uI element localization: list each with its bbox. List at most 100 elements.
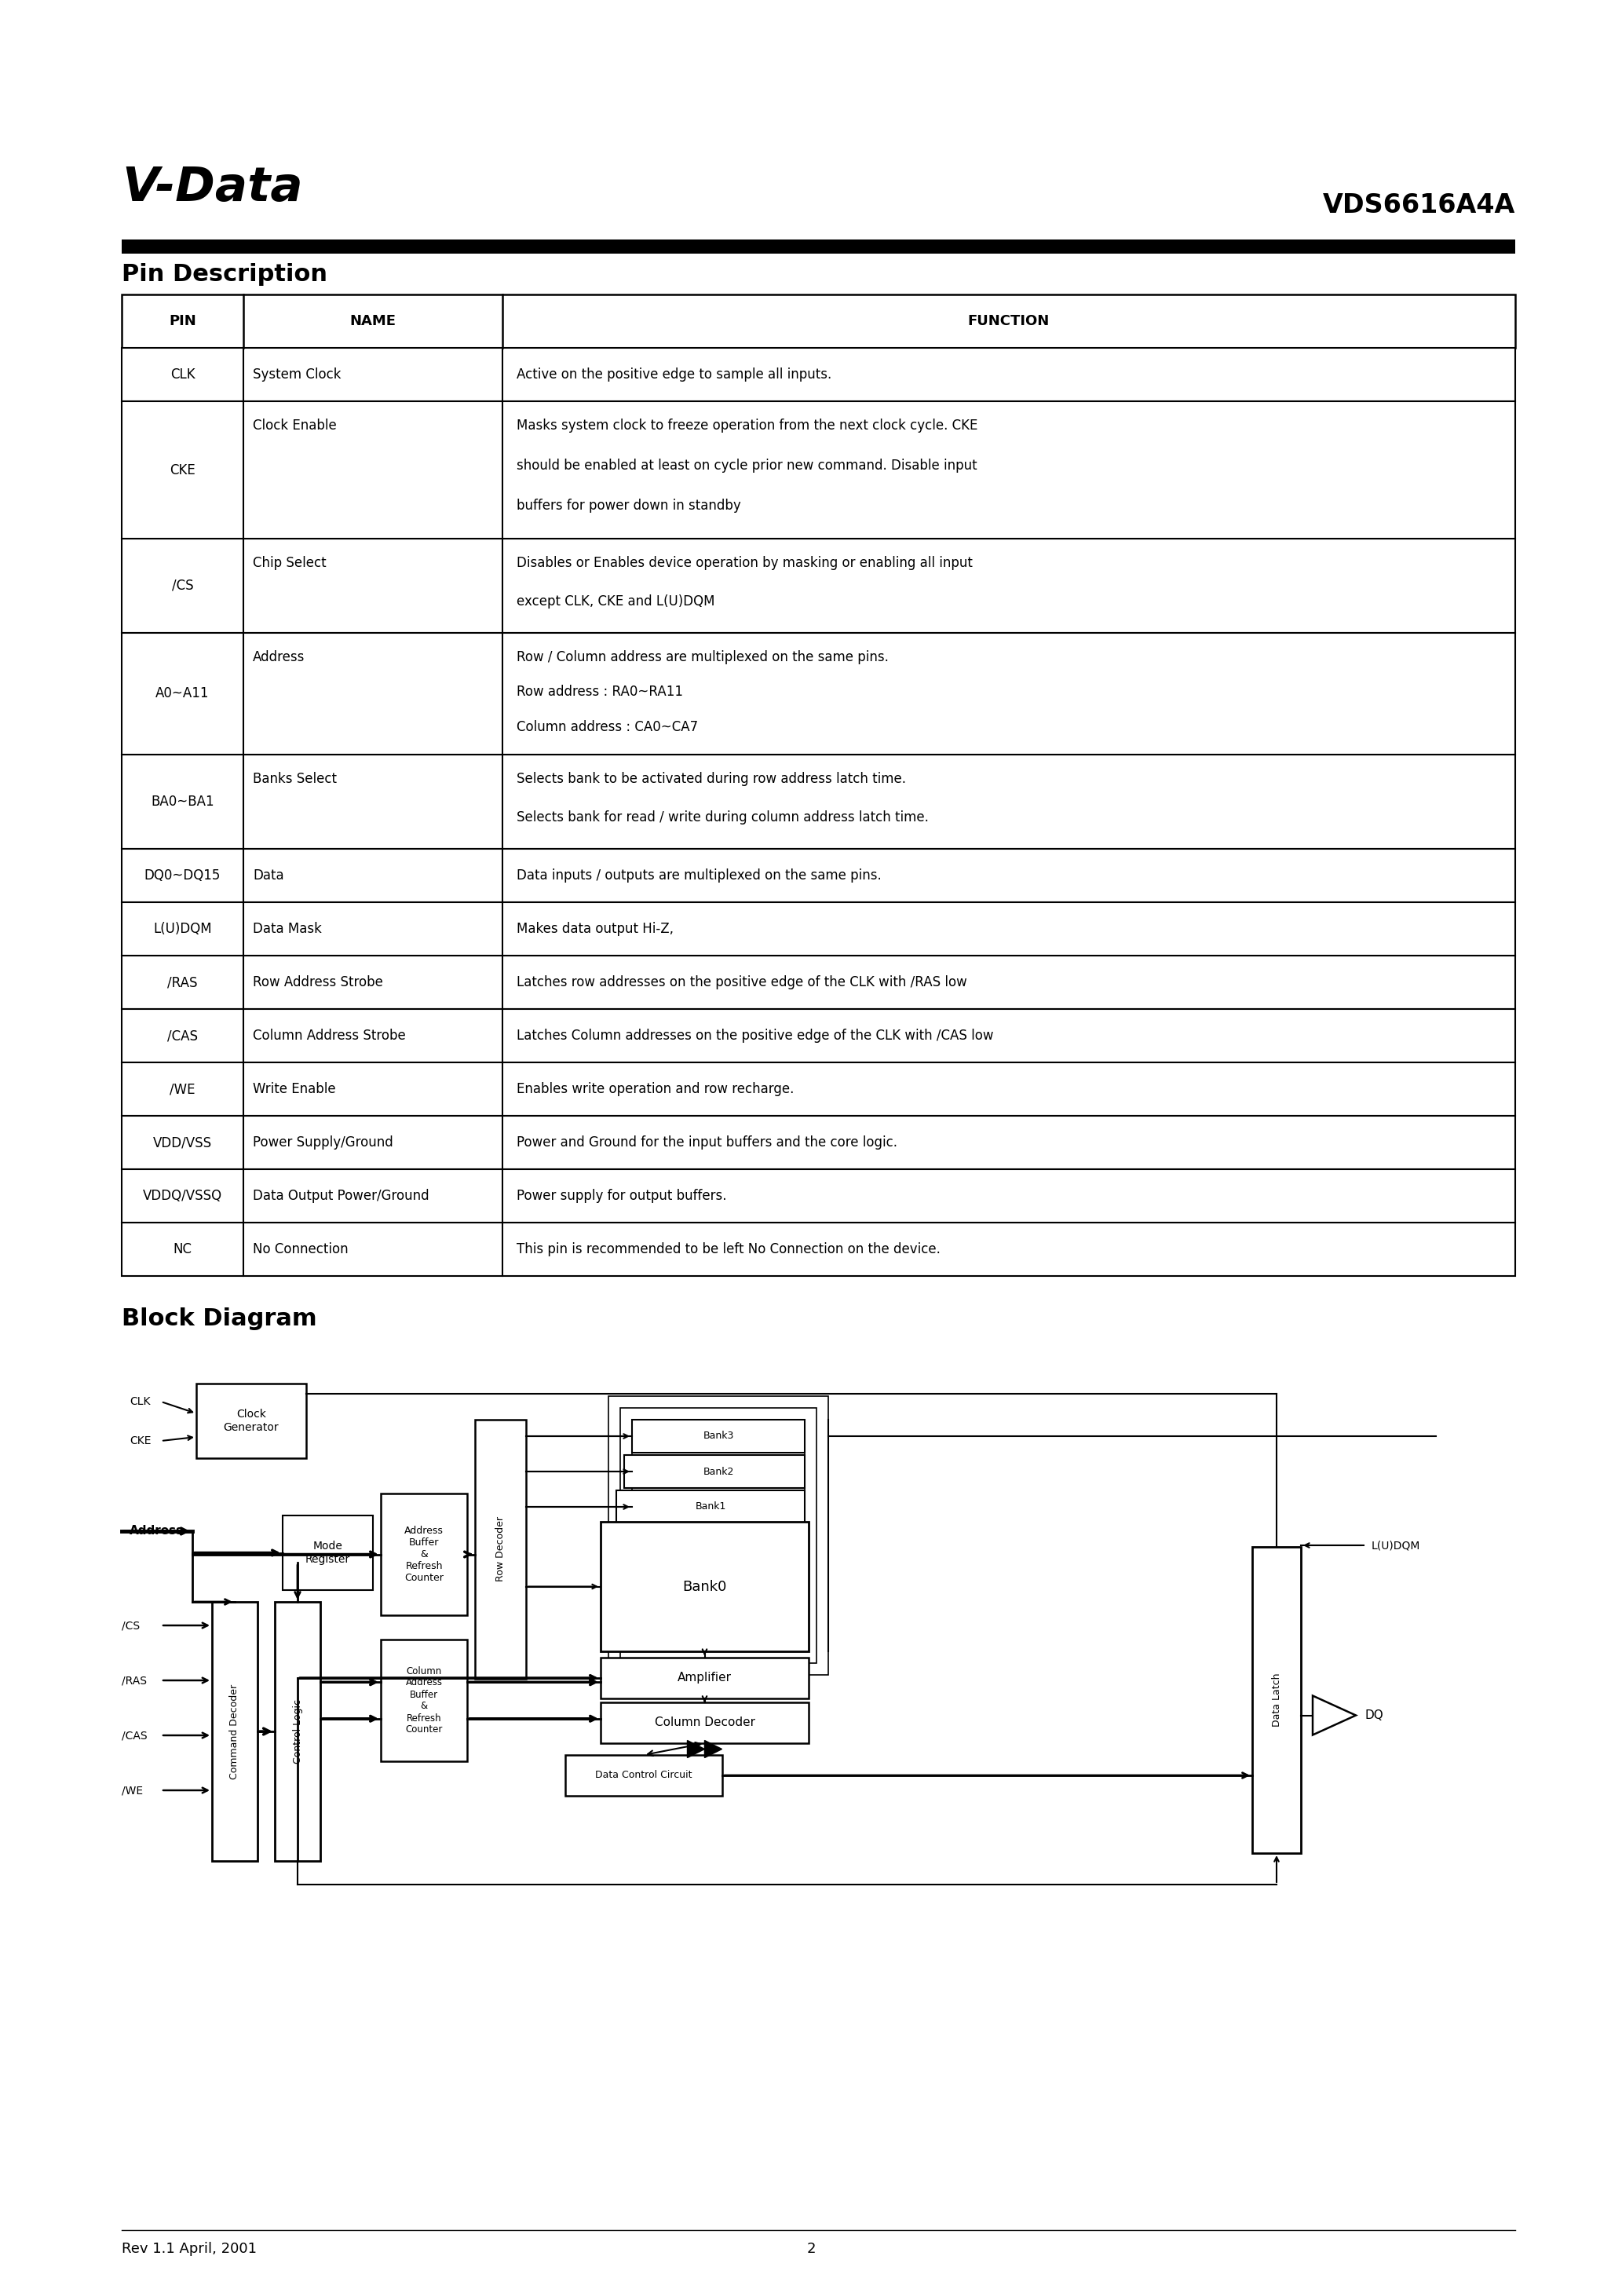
Text: Mode
Register: Mode Register	[305, 1541, 350, 1564]
Text: Banks Select: Banks Select	[253, 771, 337, 785]
Text: Pin Description: Pin Description	[122, 264, 328, 285]
Text: should be enabled at least on cycle prior new command. Disable input: should be enabled at least on cycle prio…	[516, 459, 976, 473]
Text: Row Decoder: Row Decoder	[495, 1518, 506, 1582]
Bar	[381, 1492, 467, 1614]
Bar	[274, 1603, 320, 1862]
Bar	[633, 1419, 805, 1453]
Text: /WE: /WE	[122, 1784, 143, 1795]
Text: PIN: PIN	[169, 315, 196, 328]
Text: Masks system clock to freeze operation from the next clock cycle. CKE: Masks system clock to freeze operation f…	[516, 418, 978, 432]
Bar	[475, 1419, 526, 1678]
Text: Selects bank to be activated during row address latch time.: Selects bank to be activated during row …	[516, 771, 907, 785]
Bar	[122, 634, 1515, 755]
Text: Bank2: Bank2	[702, 1467, 733, 1476]
Text: Power supply for output buffers.: Power supply for output buffers.	[516, 1189, 727, 1203]
Text: Disables or Enables device operation by masking or enabling all input: Disables or Enables device operation by …	[516, 556, 973, 569]
Text: VDD/VSS: VDD/VSS	[152, 1137, 212, 1150]
Text: Write Enable: Write Enable	[253, 1081, 336, 1095]
Text: Bank1: Bank1	[696, 1502, 727, 1513]
Text: No Connection: No Connection	[253, 1242, 349, 1256]
Text: Clock
Generator: Clock Generator	[224, 1410, 279, 1433]
Text: VDS6616A4A: VDS6616A4A	[1322, 193, 1515, 218]
Text: Row / Column address are multiplexed on the same pins.: Row / Column address are multiplexed on …	[516, 650, 889, 664]
Text: System Clock: System Clock	[253, 367, 341, 381]
Text: Power Supply/Ground: Power Supply/Ground	[253, 1137, 393, 1150]
Text: Data Latch: Data Latch	[1272, 1674, 1281, 1727]
Bar	[122, 540, 1515, 634]
Text: Active on the positive edge to sample all inputs.: Active on the positive edge to sample al…	[516, 367, 832, 381]
Text: Data Mask: Data Mask	[253, 923, 321, 937]
Text: Data inputs / outputs are multiplexed on the same pins.: Data inputs / outputs are multiplexed on…	[516, 868, 881, 882]
Text: Clock Enable: Clock Enable	[253, 418, 337, 432]
Text: Latches Column addresses on the positive edge of the CLK with /CAS low: Latches Column addresses on the positive…	[516, 1029, 994, 1042]
Bar	[620, 1407, 816, 1662]
Bar	[600, 1701, 809, 1743]
Bar	[122, 902, 1515, 955]
Text: Row address : RA0~RA11: Row address : RA0~RA11	[516, 684, 683, 698]
Text: /RAS: /RAS	[167, 976, 198, 990]
Text: NC: NC	[174, 1242, 191, 1256]
Bar	[600, 1522, 809, 1651]
Text: /WE: /WE	[170, 1081, 195, 1095]
Text: Row Address Strobe: Row Address Strobe	[253, 976, 383, 990]
Text: Amplifier: Amplifier	[678, 1671, 732, 1683]
Bar	[196, 1384, 307, 1458]
Text: This pin is recommended to be left No Connection on the device.: This pin is recommended to be left No Co…	[516, 1242, 941, 1256]
Text: CKE: CKE	[170, 464, 195, 478]
Text: Data Output Power/Ground: Data Output Power/Ground	[253, 1189, 430, 1203]
Text: /CAS: /CAS	[167, 1029, 198, 1042]
Text: buffers for power down in standby: buffers for power down in standby	[516, 498, 741, 512]
Text: /CS: /CS	[172, 579, 193, 592]
Text: A0~A11: A0~A11	[156, 687, 209, 700]
Text: DQ0~DQ15: DQ0~DQ15	[144, 868, 221, 882]
Polygon shape	[1312, 1697, 1356, 1736]
Bar	[122, 1221, 1515, 1277]
Text: Makes data output Hi-Z,: Makes data output Hi-Z,	[516, 923, 673, 937]
Text: L(U)DQM: L(U)DQM	[1372, 1541, 1421, 1550]
Text: FUNCTION: FUNCTION	[968, 315, 1049, 328]
Text: CLK: CLK	[130, 1396, 151, 1407]
Text: Latches row addresses on the positive edge of the CLK with /RAS low: Latches row addresses on the positive ed…	[516, 976, 967, 990]
Bar	[122, 1116, 1515, 1169]
Text: Rev 1.1 April, 2001: Rev 1.1 April, 2001	[122, 2241, 256, 2257]
Text: CLK: CLK	[170, 367, 195, 381]
Text: Control Logic: Control Logic	[292, 1699, 303, 1763]
Bar	[122, 402, 1515, 540]
Text: Column Address Strobe: Column Address Strobe	[253, 1029, 406, 1042]
Text: /CAS: /CAS	[122, 1729, 148, 1740]
Text: V-Data: V-Data	[122, 165, 303, 211]
Text: /CS: /CS	[122, 1621, 139, 1630]
Text: Enables write operation and row recharge.: Enables write operation and row recharge…	[516, 1081, 795, 1095]
Bar	[122, 239, 1515, 253]
Text: NAME: NAME	[350, 315, 396, 328]
Bar	[381, 1639, 467, 1761]
Bar	[122, 1063, 1515, 1116]
Text: Address: Address	[130, 1525, 183, 1536]
Bar	[122, 294, 1515, 349]
Text: Column
Address
Buffer
&
Refresh
Counter: Column Address Buffer & Refresh Counter	[406, 1667, 443, 1736]
Bar	[608, 1396, 829, 1674]
Text: Block Diagram: Block Diagram	[122, 1306, 316, 1329]
Bar	[212, 1603, 258, 1862]
Text: Power and Ground for the input buffers and the core logic.: Power and Ground for the input buffers a…	[516, 1137, 897, 1150]
Text: L(U)DQM: L(U)DQM	[152, 923, 212, 937]
Text: Column address : CA0~CA7: Column address : CA0~CA7	[516, 719, 697, 735]
Text: Data Control Circuit: Data Control Circuit	[595, 1770, 693, 1779]
Text: Bank0: Bank0	[683, 1580, 727, 1593]
Text: Selects bank for read / write during column address latch time.: Selects bank for read / write during col…	[516, 810, 929, 824]
Text: BA0~BA1: BA0~BA1	[151, 794, 214, 808]
Bar	[633, 1419, 805, 1651]
Bar	[122, 955, 1515, 1008]
Text: CKE: CKE	[130, 1435, 151, 1446]
Text: Data: Data	[253, 868, 284, 882]
Bar	[122, 349, 1515, 402]
Text: Column Decoder: Column Decoder	[654, 1717, 754, 1729]
Bar	[122, 850, 1515, 902]
Bar	[624, 1456, 805, 1488]
Text: Bank3: Bank3	[702, 1430, 733, 1442]
Bar	[122, 1008, 1515, 1063]
Bar	[616, 1490, 805, 1522]
Polygon shape	[704, 1740, 722, 1759]
Bar	[282, 1515, 373, 1591]
Bar	[1252, 1548, 1301, 1853]
